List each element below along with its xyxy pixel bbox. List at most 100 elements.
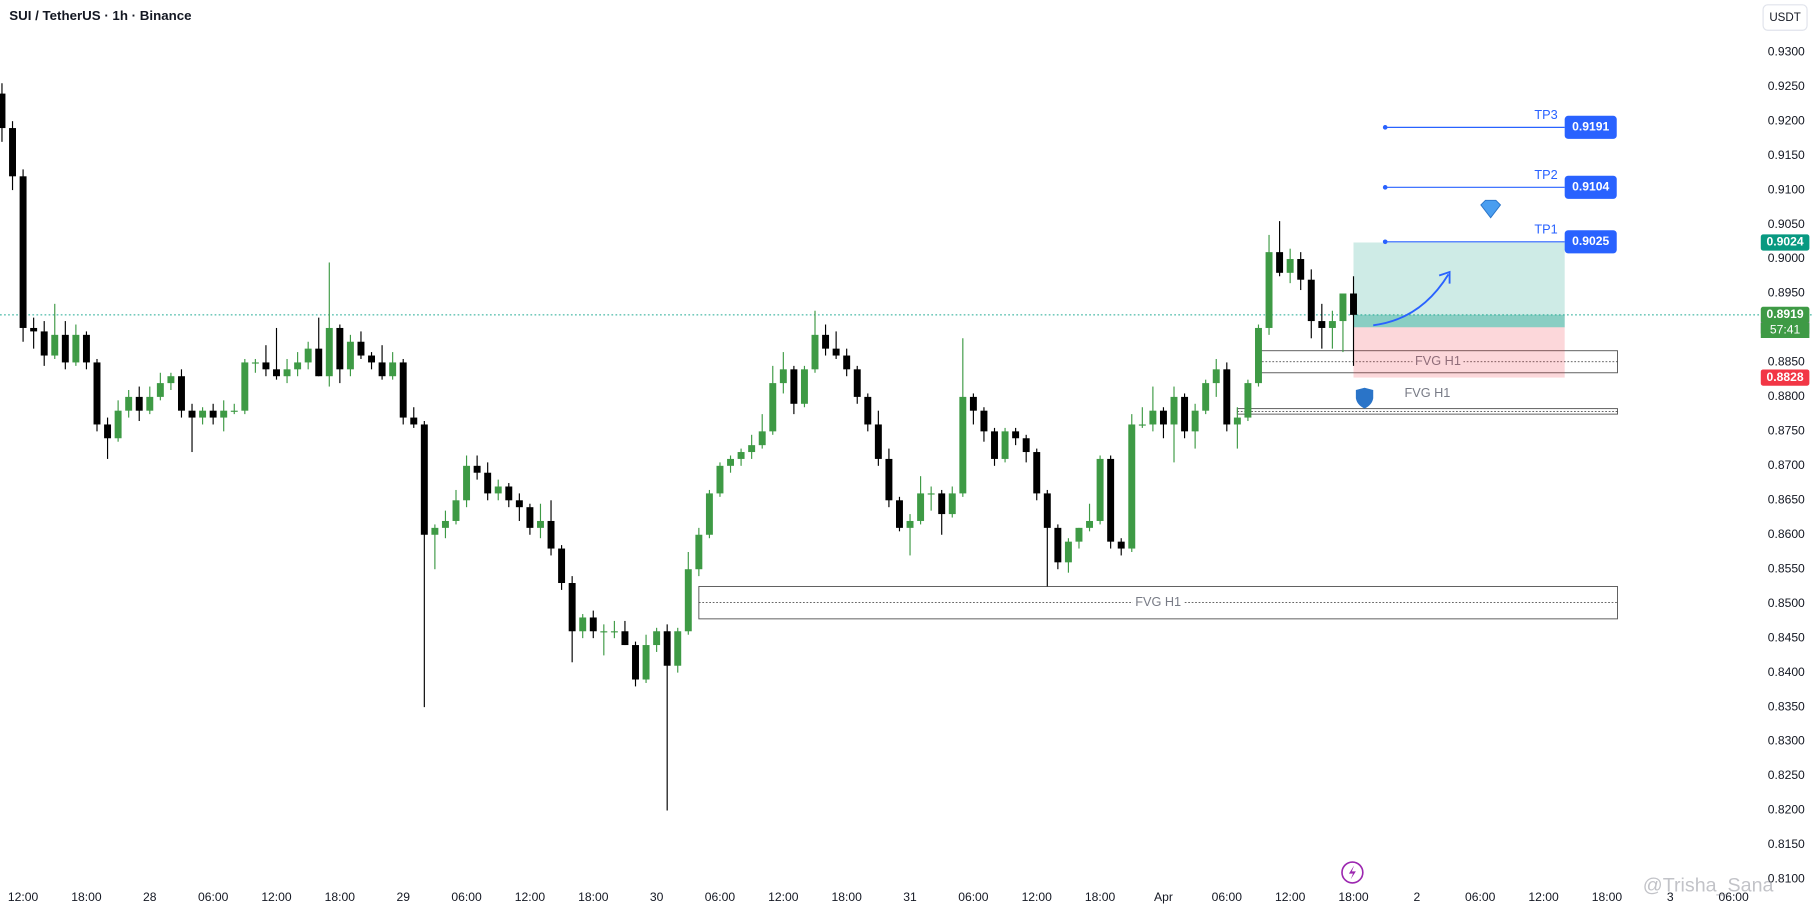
candle-body: [547, 520, 555, 549]
candle-body: [568, 583, 576, 632]
candle-body: [1202, 383, 1210, 411]
candle-body: [230, 410, 238, 412]
candle-body: [1223, 369, 1231, 425]
candle-body: [294, 362, 302, 370]
candle-body: [336, 327, 344, 370]
candle-body: [420, 424, 428, 535]
y-tick-label: 0.9300: [1768, 44, 1805, 58]
position-profit: [1353, 242, 1565, 328]
candle-body: [663, 631, 671, 666]
candle-body: [1265, 252, 1273, 328]
x-tick-label: 18:00: [71, 890, 102, 904]
stop-price-label: 0.8828: [1767, 370, 1804, 384]
candle-body: [9, 128, 16, 177]
candle-body: [1128, 424, 1136, 549]
candle-body: [600, 631, 608, 633]
x-tick-label: 18:00: [832, 890, 863, 904]
candle-body: [452, 500, 460, 521]
candle-body: [1191, 410, 1199, 432]
candle-body: [30, 327, 38, 332]
candle-body: [368, 355, 375, 363]
x-tick-label: 18:00: [1592, 890, 1623, 904]
x-tick-label: 06:00: [1212, 890, 1243, 904]
y-tick-label: 0.8950: [1768, 286, 1805, 300]
overlay-layer: 0.9300 0.9250 0.9200 0.9150 0.9100 0.9050 0.90…: [8, 44, 1810, 904]
candle-body: [389, 362, 397, 377]
candle-body: [146, 396, 154, 411]
candle-body: [251, 362, 259, 364]
candle-body: [283, 369, 291, 377]
candle-body: [1138, 424, 1146, 426]
x-tick-label: 18:00: [1085, 890, 1116, 904]
candle-body: [896, 500, 903, 528]
candle-body: [1075, 527, 1083, 542]
x-tick-label: 18:00: [578, 890, 609, 904]
position-open-pnl: [1353, 314, 1565, 328]
candle-body: [737, 452, 745, 459]
chart-title: SUI / TetherUS · 1h · Binance: [9, 8, 191, 23]
candle-body: [1244, 383, 1252, 418]
target-tag: [1564, 115, 1617, 139]
candle-body: [167, 376, 175, 384]
candle-body: [1286, 259, 1294, 273]
candle-body: [980, 410, 988, 432]
candle-body: [135, 396, 143, 411]
candle-body: [1086, 520, 1094, 528]
x-tick-label: 29: [396, 890, 410, 904]
target-value: 0.9191: [1572, 120, 1609, 134]
candle-body: [1033, 452, 1041, 494]
y-tick-label: 0.8700: [1768, 458, 1805, 472]
countdown-label: 57:41: [1770, 323, 1801, 337]
target-name: TP3: [1534, 107, 1557, 122]
candle-body: [441, 520, 449, 528]
candle-body: [104, 424, 112, 439]
candle-body: [241, 362, 249, 411]
x-tick-label: 12:00: [1022, 890, 1053, 904]
projection-arrow: [1373, 273, 1450, 327]
fvg-label: FVG H1: [1135, 594, 1181, 609]
candle-body: [177, 376, 185, 411]
candle-body: [885, 458, 893, 501]
candle-body: [1350, 293, 1357, 315]
candle-body: [716, 465, 724, 494]
candle-body: [262, 362, 270, 370]
candle-body: [822, 334, 830, 349]
currency-label[interactable]: USDT: [1769, 12, 1800, 24]
candle-body: [589, 617, 597, 632]
target-value: 0.9104: [1572, 180, 1609, 194]
fvg-label-bg: [1412, 354, 1464, 369]
x-tick-label: 30: [650, 890, 664, 904]
candle-body: [199, 410, 207, 418]
candle-body: [684, 569, 692, 632]
candle-body: [1328, 321, 1336, 328]
candle-body: [632, 645, 639, 680]
candle-body: [1307, 279, 1315, 322]
y-tick-label: 0.8400: [1768, 665, 1805, 679]
alert-bolt[interactable]: [1348, 865, 1356, 880]
candle-body: [938, 493, 946, 515]
candle-body: [93, 362, 101, 425]
candle-body: [410, 417, 418, 425]
fvg-label-bg: [1132, 595, 1184, 610]
x-tick-label: 06:00: [1465, 890, 1496, 904]
last-price-tag: [1760, 306, 1810, 323]
projection-arrow-head: [1438, 270, 1451, 284]
candle-body: [82, 334, 90, 363]
currency-button[interactable]: USDT: [1762, 4, 1808, 31]
candle-body: [1054, 527, 1062, 563]
currency-button-frame[interactable]: [1762, 4, 1808, 31]
candle-body: [790, 369, 798, 404]
x-tick-label: 12:00: [261, 890, 292, 904]
candle-body: [811, 334, 819, 370]
candle-body: [325, 327, 333, 377]
candle-body: [156, 383, 164, 397]
y-tick-label: 0.8600: [1768, 527, 1805, 541]
candle-body: [748, 445, 756, 453]
candles-layer: [0, 83, 1357, 811]
x-tick-label: 28: [143, 890, 157, 904]
candle-body: [1318, 321, 1326, 328]
candle-body: [1159, 410, 1167, 425]
target-name: TP2: [1534, 167, 1557, 182]
